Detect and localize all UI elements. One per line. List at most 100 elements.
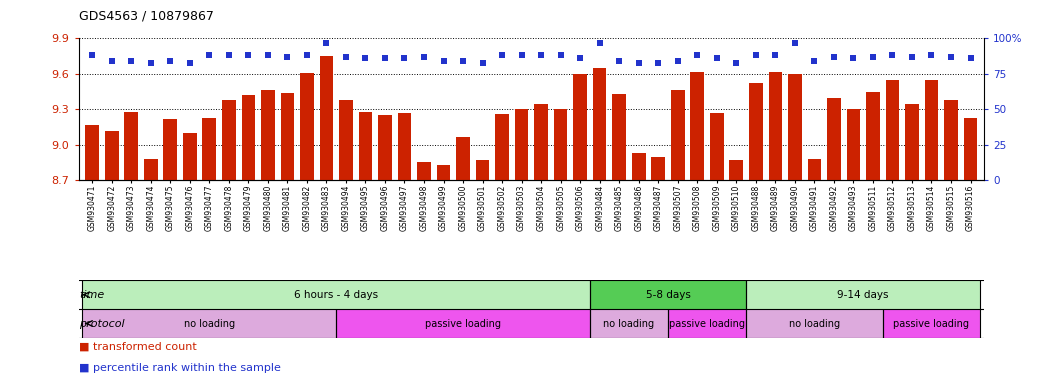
Bar: [730, 161, 743, 180]
Point: [181, 60, 198, 66]
Point: [279, 54, 295, 60]
Text: passive loading: passive loading: [893, 318, 970, 329]
Point: [396, 55, 413, 61]
Point: [104, 58, 120, 64]
Point: [942, 54, 959, 60]
Point: [845, 55, 862, 61]
Text: 6 hours - 4 days: 6 hours - 4 days: [294, 290, 378, 300]
Bar: [866, 92, 879, 180]
Bar: [281, 93, 294, 180]
Bar: [456, 137, 470, 180]
Point: [454, 58, 471, 64]
Bar: [963, 118, 977, 180]
Point: [260, 52, 276, 58]
Point: [904, 54, 920, 60]
Bar: [319, 56, 333, 180]
Text: GDS4563 / 10879867: GDS4563 / 10879867: [79, 10, 214, 23]
Bar: [749, 83, 762, 180]
Bar: [886, 80, 899, 180]
Bar: [437, 165, 450, 180]
Text: time: time: [79, 290, 104, 300]
Point: [806, 58, 823, 64]
Text: 9-14 days: 9-14 days: [838, 290, 889, 300]
Text: passive loading: passive loading: [669, 318, 745, 329]
Point: [240, 52, 257, 58]
Point: [923, 52, 940, 58]
Point: [748, 52, 764, 58]
Text: passive loading: passive loading: [425, 318, 502, 329]
Point: [669, 58, 686, 64]
Text: protocol: protocol: [79, 318, 125, 329]
Point: [416, 54, 432, 60]
Bar: [534, 104, 548, 180]
Point: [630, 60, 647, 66]
Bar: [261, 91, 274, 180]
Bar: [202, 118, 216, 180]
Point: [884, 52, 900, 58]
Bar: [495, 114, 509, 180]
Bar: [847, 109, 861, 180]
Point: [650, 60, 667, 66]
Point: [142, 60, 159, 66]
Bar: [105, 131, 118, 180]
Point: [494, 52, 511, 58]
Point: [709, 55, 726, 61]
Bar: [359, 112, 373, 180]
Bar: [944, 100, 958, 180]
Point: [122, 58, 139, 64]
Bar: [242, 95, 255, 180]
Point: [318, 40, 335, 46]
Point: [201, 52, 218, 58]
Bar: [593, 68, 606, 180]
Point: [592, 40, 608, 46]
Bar: [339, 100, 353, 180]
Point: [337, 54, 354, 60]
Bar: [574, 74, 587, 180]
Point: [962, 55, 979, 61]
Bar: [398, 113, 411, 180]
Point: [221, 52, 238, 58]
Bar: [632, 153, 646, 180]
Text: no loading: no loading: [183, 318, 235, 329]
Point: [572, 55, 588, 61]
Bar: [475, 161, 489, 180]
Bar: [905, 104, 919, 180]
Bar: [612, 94, 626, 180]
Point: [513, 52, 530, 58]
Point: [552, 52, 569, 58]
Bar: [807, 159, 821, 180]
Bar: [690, 71, 704, 180]
Point: [865, 54, 882, 60]
Point: [298, 52, 315, 58]
Bar: [651, 157, 665, 180]
Point: [377, 55, 394, 61]
Bar: [417, 162, 430, 180]
Point: [786, 40, 803, 46]
Bar: [222, 100, 236, 180]
Bar: [554, 109, 567, 180]
Bar: [300, 73, 314, 180]
Bar: [925, 80, 938, 180]
Bar: [788, 74, 802, 180]
Text: ■ percentile rank within the sample: ■ percentile rank within the sample: [79, 363, 281, 373]
Point: [84, 52, 101, 58]
Point: [436, 58, 452, 64]
Bar: [125, 112, 138, 180]
Point: [474, 60, 491, 66]
Bar: [378, 115, 392, 180]
Bar: [710, 113, 723, 180]
Point: [162, 58, 179, 64]
Text: ■ transformed count: ■ transformed count: [79, 342, 196, 352]
Point: [728, 60, 744, 66]
Bar: [86, 125, 99, 180]
Bar: [183, 133, 197, 180]
Bar: [671, 91, 685, 180]
Bar: [163, 119, 177, 180]
Bar: [515, 109, 529, 180]
Text: no loading: no loading: [603, 318, 654, 329]
Bar: [827, 98, 841, 180]
Point: [533, 52, 550, 58]
Point: [357, 55, 374, 61]
Text: 5-8 days: 5-8 days: [646, 290, 690, 300]
Bar: [768, 71, 782, 180]
